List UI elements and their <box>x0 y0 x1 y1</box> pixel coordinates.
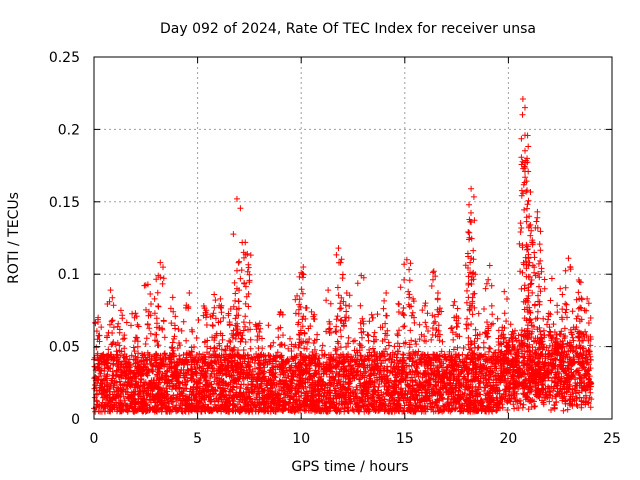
roti-spike-point <box>532 224 539 231</box>
roti-spike-point <box>501 288 508 295</box>
roti-spike-point <box>451 298 458 305</box>
roti-spike-point <box>277 308 284 315</box>
roti-spike-point <box>524 187 531 194</box>
y-tick-label: 0 <box>71 412 80 428</box>
roti-spike-point <box>519 95 526 102</box>
x-tick-label: 5 <box>193 431 202 447</box>
roti-spike-point <box>144 281 151 288</box>
roti-spike-point <box>575 276 582 283</box>
roti-spike-point <box>256 320 263 327</box>
roti-spike-point <box>368 311 375 318</box>
roti-spike-point <box>335 245 342 252</box>
roti-spike-point <box>227 305 234 312</box>
roti-spike-point <box>236 287 243 294</box>
roti-spike-point <box>294 292 301 299</box>
chart-title: Day 092 of 2024, Rate Of TEC Index for r… <box>160 21 536 37</box>
roti-spike-point <box>534 208 541 215</box>
roti-spike-point <box>521 132 528 139</box>
roti-spike-point <box>186 290 193 297</box>
roti-spike-point <box>548 275 555 282</box>
roti-spike-point <box>557 285 564 292</box>
plot-frame <box>93 56 613 420</box>
roti-spike-point <box>524 155 531 162</box>
roti-spike-point <box>584 295 591 302</box>
roti-spike-point <box>300 263 307 270</box>
roti-spike-point <box>242 239 249 246</box>
spike-points <box>95 95 591 327</box>
roti-spike-point <box>132 310 139 317</box>
x-tick-label: 25 <box>603 431 621 447</box>
roti-spike-point <box>233 195 240 202</box>
roti-spike-point <box>468 219 475 226</box>
roti-spike-point <box>117 307 124 314</box>
roti-spike-point <box>486 262 493 269</box>
roti-spike-point <box>397 284 404 291</box>
roti-spike-point <box>200 303 207 310</box>
x-axis-label: GPS time / hours <box>291 459 408 475</box>
roti-spike-point <box>538 265 545 272</box>
roti-spike-point <box>155 272 162 279</box>
roti-spike-point <box>472 271 479 278</box>
roti-spike-point <box>528 227 535 234</box>
roti-spike-point <box>244 250 251 257</box>
roti-spike-point <box>325 287 332 294</box>
roti-spike-point <box>521 104 528 111</box>
roti-spike-point <box>107 287 114 294</box>
roti-spike-point <box>95 314 102 321</box>
roti-spike-point <box>308 308 315 315</box>
roti-spike-point <box>157 259 164 266</box>
x-tick-label: 10 <box>292 431 310 447</box>
roti-spike-point <box>521 168 528 175</box>
x-tick-label: 20 <box>499 431 517 447</box>
x-axis-ticks: 0 5 10 15 20 25 <box>90 57 621 447</box>
y-tick-label: 0.25 <box>49 50 80 66</box>
roti-spike-point <box>434 290 441 297</box>
x-tick-label: 0 <box>90 431 99 447</box>
roti-scatter-points <box>91 111 595 415</box>
roti-spike-point <box>211 291 218 298</box>
y-axis-label: ROTI / TECUs <box>6 192 22 284</box>
y-tick-label: 0.15 <box>49 195 80 211</box>
roti-spike-point <box>466 201 473 208</box>
roti-spike-point <box>526 213 533 220</box>
roti-spike-point <box>466 236 473 243</box>
y-tick-label: 0.2 <box>58 122 80 138</box>
roti-spike-point <box>403 256 410 263</box>
roti-spike-point <box>337 259 344 266</box>
roti-spike-point <box>430 268 437 275</box>
roti-spike-point <box>298 269 305 276</box>
roti-spike-point <box>358 272 365 279</box>
y-tick-label: 0.1 <box>58 267 80 283</box>
x-tick-label: 15 <box>396 431 414 447</box>
y-axis-ticks: 0 0.05 0.1 0.15 0.2 0.25 <box>49 50 612 428</box>
y-tick-label: 0.05 <box>49 340 80 356</box>
grid <box>94 57 612 419</box>
roti-spike-point <box>383 290 390 297</box>
roti-spike-point <box>410 295 417 302</box>
roti-spike-point <box>482 285 489 292</box>
roti-spike-point <box>565 255 572 262</box>
roti-spike-point <box>169 294 176 301</box>
roti-spike-point <box>217 295 224 302</box>
data-points <box>91 111 595 415</box>
roti-spike-point <box>343 290 350 297</box>
roti-spike-point <box>468 185 475 192</box>
roti-spike-point <box>422 300 429 307</box>
